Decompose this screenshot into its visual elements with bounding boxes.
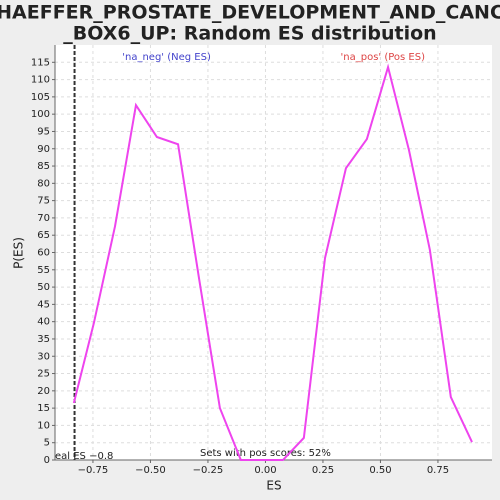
y-tick-label: 0 (44, 455, 50, 466)
y-tick-label: 65 (37, 230, 50, 241)
y-tick-label: 80 (37, 178, 50, 189)
y-tick-label: 70 (37, 213, 50, 224)
y-tick-label: 45 (37, 299, 50, 310)
y-tick-label: 115 (31, 57, 50, 68)
x-axis-label: ES (266, 479, 281, 493)
x-tick-label: −0.75 (78, 465, 109, 476)
y-axis-label: P(ES) (12, 237, 26, 269)
x-tick-label: 0.00 (254, 465, 276, 476)
y-tick-label: 35 (37, 334, 50, 345)
y-tick-label: 50 (37, 282, 50, 293)
y-tick-label: 15 (37, 403, 50, 414)
x-tick-label: −0.25 (193, 465, 224, 476)
y-tick-label: 85 (37, 161, 50, 172)
annotation: 'na_neg' (Neg ES) (122, 52, 211, 63)
y-tick-label: 25 (37, 369, 50, 380)
annotation: Sets with pos scores: 52% (200, 448, 331, 459)
chart-title: _BOX6_UP: Random ES distribution (63, 23, 436, 45)
line (72, 63, 473, 461)
y-tick-label: 55 (37, 265, 50, 276)
y-tick-label: 5 (44, 438, 50, 449)
y-tick-label: 90 (37, 144, 50, 155)
y-tick-label: 75 (37, 196, 50, 207)
x-tick-label: 0.25 (312, 465, 334, 476)
x-tick-label: −0.50 (135, 465, 166, 476)
chart-title: SCHAEFFER_PROSTATE_DEVELOPMENT_AND_CANCE… (0, 2, 500, 24)
y-tick-label: 100 (31, 109, 50, 120)
y-tick-label: 10 (37, 420, 50, 431)
y-tick-label: 60 (37, 248, 50, 259)
y-tick-label: 30 (37, 351, 50, 362)
annotation: 'na_pos' (Pos ES) (341, 52, 426, 63)
x-tick-label: 0.75 (427, 465, 449, 476)
x-tick-label: 0.50 (369, 465, 391, 476)
real-es-label: eal ES −0.8 (55, 451, 113, 462)
y-tick-label: 95 (37, 126, 50, 137)
y-tick-label: 110 (31, 75, 50, 86)
y-tick-label: 40 (37, 317, 50, 328)
y-tick-label: 20 (37, 386, 50, 397)
y-tick-label: 105 (31, 92, 50, 103)
